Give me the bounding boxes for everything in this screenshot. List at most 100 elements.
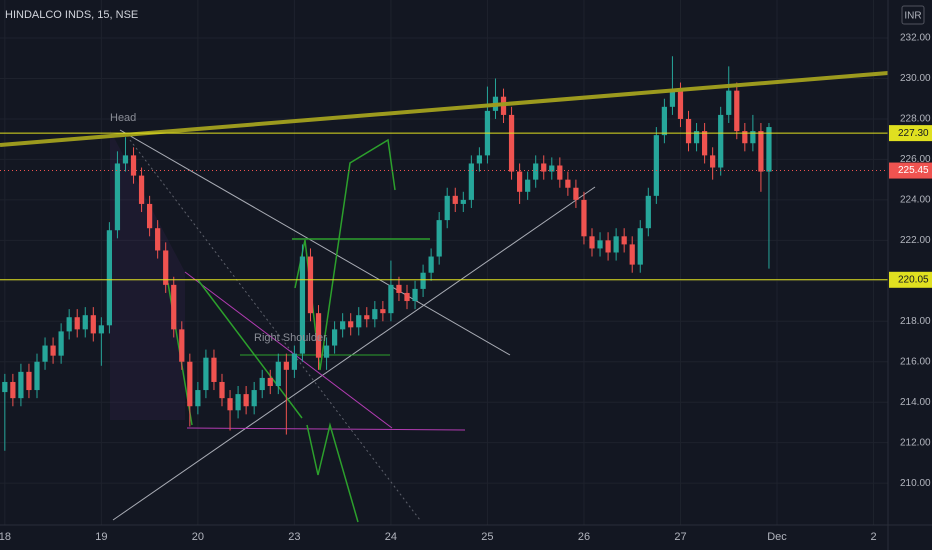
trend-line [119, 129, 511, 356]
y-tick-label: 212.00 [900, 437, 931, 448]
overlay [0, 71, 889, 281]
candle-body [734, 90, 740, 132]
candle-body [380, 309, 386, 314]
chart-title: HINDALCO INDS, 15, NSE [5, 9, 138, 21]
candle-body [533, 163, 539, 180]
candle-body [195, 390, 201, 407]
candle-body [331, 329, 338, 346]
candle-body [710, 155, 716, 168]
time-axis [0, 525, 888, 550]
candle-body [203, 357, 209, 391]
x-tick-label: 24 [385, 531, 397, 543]
candle-body [106, 230, 113, 326]
x-tick-label: 27 [674, 531, 686, 543]
x-tick-label: 25 [481, 531, 493, 543]
y-tick-label: 218.00 [900, 316, 931, 327]
y-tick-label: 214.00 [900, 397, 931, 408]
candle-body [565, 179, 571, 188]
annotation: Right Shoulder [254, 332, 327, 344]
candle-body [18, 371, 24, 399]
green-zigzag [306, 422, 359, 523]
candle-body [364, 315, 370, 320]
candle-body [605, 240, 611, 253]
y-tick-label: 226.00 [900, 154, 931, 165]
candle-body [516, 171, 523, 192]
candle-body [58, 331, 64, 356]
candle-body [340, 321, 346, 330]
candle-body [557, 165, 563, 180]
y-tick-label: 216.00 [900, 356, 931, 367]
candle-body [581, 199, 587, 237]
x-tick-label: 23 [288, 531, 300, 543]
candle-body [348, 321, 354, 328]
candle-body [372, 309, 378, 320]
candle-body [388, 284, 394, 314]
candle-body [98, 325, 104, 334]
candle-body [645, 195, 651, 229]
candle-body [677, 90, 684, 119]
candle-body [267, 377, 273, 387]
green-line [197, 279, 303, 419]
candle-body [171, 284, 177, 330]
x-tick-label: 19 [95, 531, 107, 543]
candle-body [428, 256, 434, 273]
candle-body [130, 155, 137, 176]
candle-body [460, 199, 466, 204]
candle-body [235, 394, 241, 411]
x-tick-label: Dec [767, 531, 787, 543]
candle-body [766, 127, 772, 172]
candle-body [146, 203, 153, 229]
trend-line [112, 186, 596, 521]
y-tick-label: 222.00 [900, 235, 931, 246]
candle-body [307, 256, 314, 314]
candle-body [436, 220, 442, 257]
y-tick-label: 210.00 [900, 478, 931, 489]
candle-body [283, 361, 289, 370]
candle-body [669, 90, 676, 107]
candle-body [26, 371, 32, 391]
axes: 210.00212.00214.00216.00218.00220.00222.… [0, 33, 932, 543]
magenta-line [186, 427, 466, 431]
candle-body [541, 163, 547, 172]
candle-body [259, 377, 265, 391]
y-tick-label: 224.00 [900, 195, 931, 206]
candle-body [211, 357, 217, 382]
candle-body [227, 398, 233, 411]
candle-body [299, 256, 306, 354]
candle-body [468, 163, 474, 200]
price-label: 220.05 [898, 274, 929, 285]
candle-body [412, 288, 418, 302]
candle-body [34, 361, 40, 391]
candle-body [155, 228, 161, 251]
candle-body [404, 292, 410, 302]
candle-body [114, 163, 121, 231]
candle-body [315, 313, 322, 358]
candle-body [758, 131, 764, 172]
candle-body [613, 236, 619, 253]
price-label: 225.45 [898, 165, 929, 176]
candle-body [356, 315, 362, 328]
price-label-bg [889, 125, 932, 142]
candle-body [420, 272, 426, 289]
candle-body [90, 315, 96, 334]
x-tick-label: 2 [870, 531, 876, 543]
candle-body [508, 114, 515, 172]
price-label-bg [889, 162, 932, 179]
candle-body [621, 236, 627, 245]
candle-body [323, 345, 330, 358]
candle-body [476, 155, 483, 164]
currency-box [901, 5, 925, 25]
candle-body [74, 317, 80, 330]
shaded-zone [110, 130, 185, 420]
candle-body [693, 131, 700, 144]
candle-body [444, 195, 450, 221]
x-tick-label: 18 [0, 531, 11, 543]
y-tick-label: 230.00 [900, 73, 931, 84]
price-label-bg [889, 271, 932, 288]
candle-body [597, 240, 603, 249]
candle-body [525, 179, 531, 192]
candle-body [122, 155, 129, 164]
candle-body [589, 236, 595, 249]
candle-body [452, 195, 458, 204]
